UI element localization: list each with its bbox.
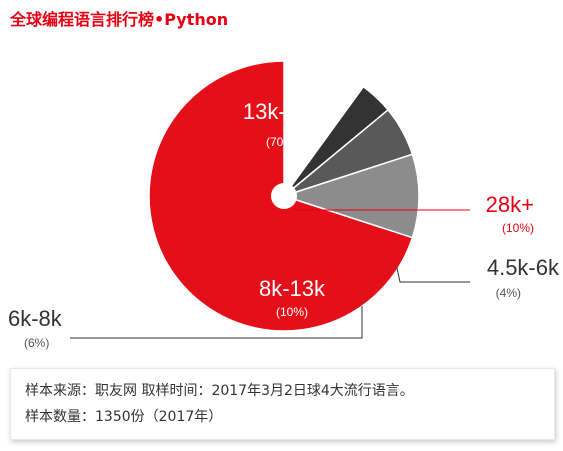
slice-percent-4: (70%) [266,135,298,149]
slice-percent-0: (10%) [502,221,534,235]
slice-label-2: 6k-8k [8,306,63,331]
source-note-box: 样本来源：职友网 取样时间：2017年3月2日球4大流行语言。 样本数量：135… [10,368,555,440]
slice-labels: 28k+ (10%) 4.5k-6k (4%) 6k-8k (6%) 8k-13k (10%)… [8,99,560,350]
slice-label-3: 8k-13k [259,276,326,301]
slice-percent-1: (4%) [496,286,521,300]
leader-line-2 [70,306,363,339]
pie-slice-0 [283,60,365,199]
slice-percent-3: (10%) [276,305,308,319]
pie-chart: 28k+ (10%) 4.5k-6k (4%) 6k-8k (6%) 8k-13k (10%)… [8,60,560,350]
slice-label-0: 28k+ [486,192,534,217]
leader-lines [70,209,470,339]
slice-percent-2: (6%) [24,336,49,350]
chart-title: 全球编程语言排行榜•Python [10,10,229,29]
pie-center-hole [271,183,297,209]
source-note-line-2: 样本数量：1350份（2017年） [25,409,223,425]
slice-label-1: 4.5k-6k [487,255,560,280]
slice-label-4: 13k-28k [243,99,322,124]
leader-line-1 [396,267,470,283]
pie-slice-3 [281,153,420,239]
source-note-line-1: 样本来源：职友网 取样时间：2017年3月2日球4大流行语言。 [25,383,414,399]
